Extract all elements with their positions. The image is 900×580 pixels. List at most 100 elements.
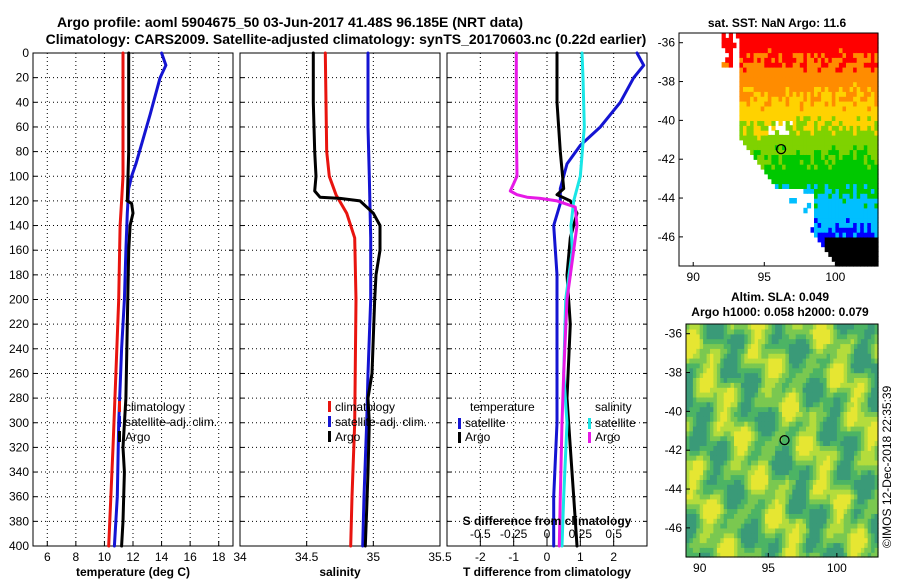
map-cell [831,47,836,54]
y-tick-label: 340 [9,465,29,479]
map-cell [867,110,872,117]
map-cell [853,251,858,257]
map-cell [720,362,725,369]
sst-map-title: sat. SST: NaN Argo: 11.6 [708,16,847,30]
map-cell [806,159,812,165]
map-cell [778,430,783,437]
map-cell [703,518,708,524]
map-cell [778,52,783,58]
map-cell [740,479,745,485]
map-cell [814,134,819,141]
map-cell [723,343,728,349]
map-cell [696,493,701,500]
map-cell [761,527,766,534]
map-cell [814,193,819,199]
map-cell [775,382,780,388]
map-cell [744,527,749,534]
map-cell [823,367,828,374]
map-cell [743,130,748,136]
map-cell [692,401,697,408]
map-cell [795,450,800,456]
map-cell [723,430,728,437]
map-cell [751,396,756,403]
map-cell [713,377,718,383]
map-cell [720,401,725,408]
map-cell [816,377,821,383]
map-cell [778,396,783,403]
map-cell [799,343,804,349]
map-cell [768,372,773,378]
map-cell [778,489,783,495]
map-cell [788,552,793,558]
map-cell [767,96,772,102]
map-cell [840,328,845,335]
map-cell [857,498,862,505]
map-cell [812,435,817,442]
map-cell [854,552,858,558]
map-cell [828,202,833,209]
map-cell [874,139,879,146]
map-cell [792,396,797,403]
map-cell [785,42,790,49]
map-cell [699,401,704,408]
map-cell [775,493,780,500]
map-cell [720,527,725,534]
map-cell [760,47,765,54]
map-cell [819,425,824,432]
map-cell [713,328,718,335]
map-cell [857,474,862,480]
map-cell [744,377,749,383]
map-cell [689,382,694,388]
map-cell [802,328,807,335]
map-cell [758,542,762,548]
map-cell [778,425,783,432]
map-cell [806,37,812,44]
map-cell [795,537,800,544]
map-cell [806,445,810,451]
map-cell [778,120,783,126]
map-cell [823,382,828,388]
map-cell [703,445,708,451]
map-cell [723,498,728,505]
map-cell [723,387,728,393]
map-cell [703,343,708,349]
map-cell [771,459,776,466]
map-cell [689,479,694,485]
map-cell [754,343,759,349]
map-cell [803,168,808,175]
map-cell [771,120,776,126]
map-cell [785,67,790,73]
map-cell [874,411,879,417]
map-cell [799,183,804,189]
sla-map-title-1: Altim. SLA: 0.049 [731,290,829,304]
map-cell [746,76,751,83]
map-cell [768,489,773,495]
map-cell [824,62,829,68]
map-cell [760,76,765,83]
map-cell [806,86,812,92]
map-cell [743,120,748,126]
map-cell [768,387,773,393]
map-cell [806,52,812,58]
map-cell [737,416,742,422]
map-cell [757,62,762,68]
map-cell [782,489,786,495]
map-cell [739,62,744,68]
map-cell [870,159,876,165]
map-cell [863,168,868,175]
map-cell [753,115,758,121]
map-cell [796,178,801,185]
map-cell [778,421,783,427]
map-cell [686,479,690,485]
map-cell [799,76,804,83]
map-cell [874,392,879,398]
map-cell [795,523,800,529]
y-tick-label: 240 [9,342,29,356]
temperature-legend: climatology satellite-adj. clim. Argo [118,400,217,444]
map-cell [836,343,841,349]
map-cell [863,198,868,204]
map-cell [826,489,831,495]
map-cell [774,139,780,146]
map-cell [716,459,721,466]
map-cell [692,430,697,437]
